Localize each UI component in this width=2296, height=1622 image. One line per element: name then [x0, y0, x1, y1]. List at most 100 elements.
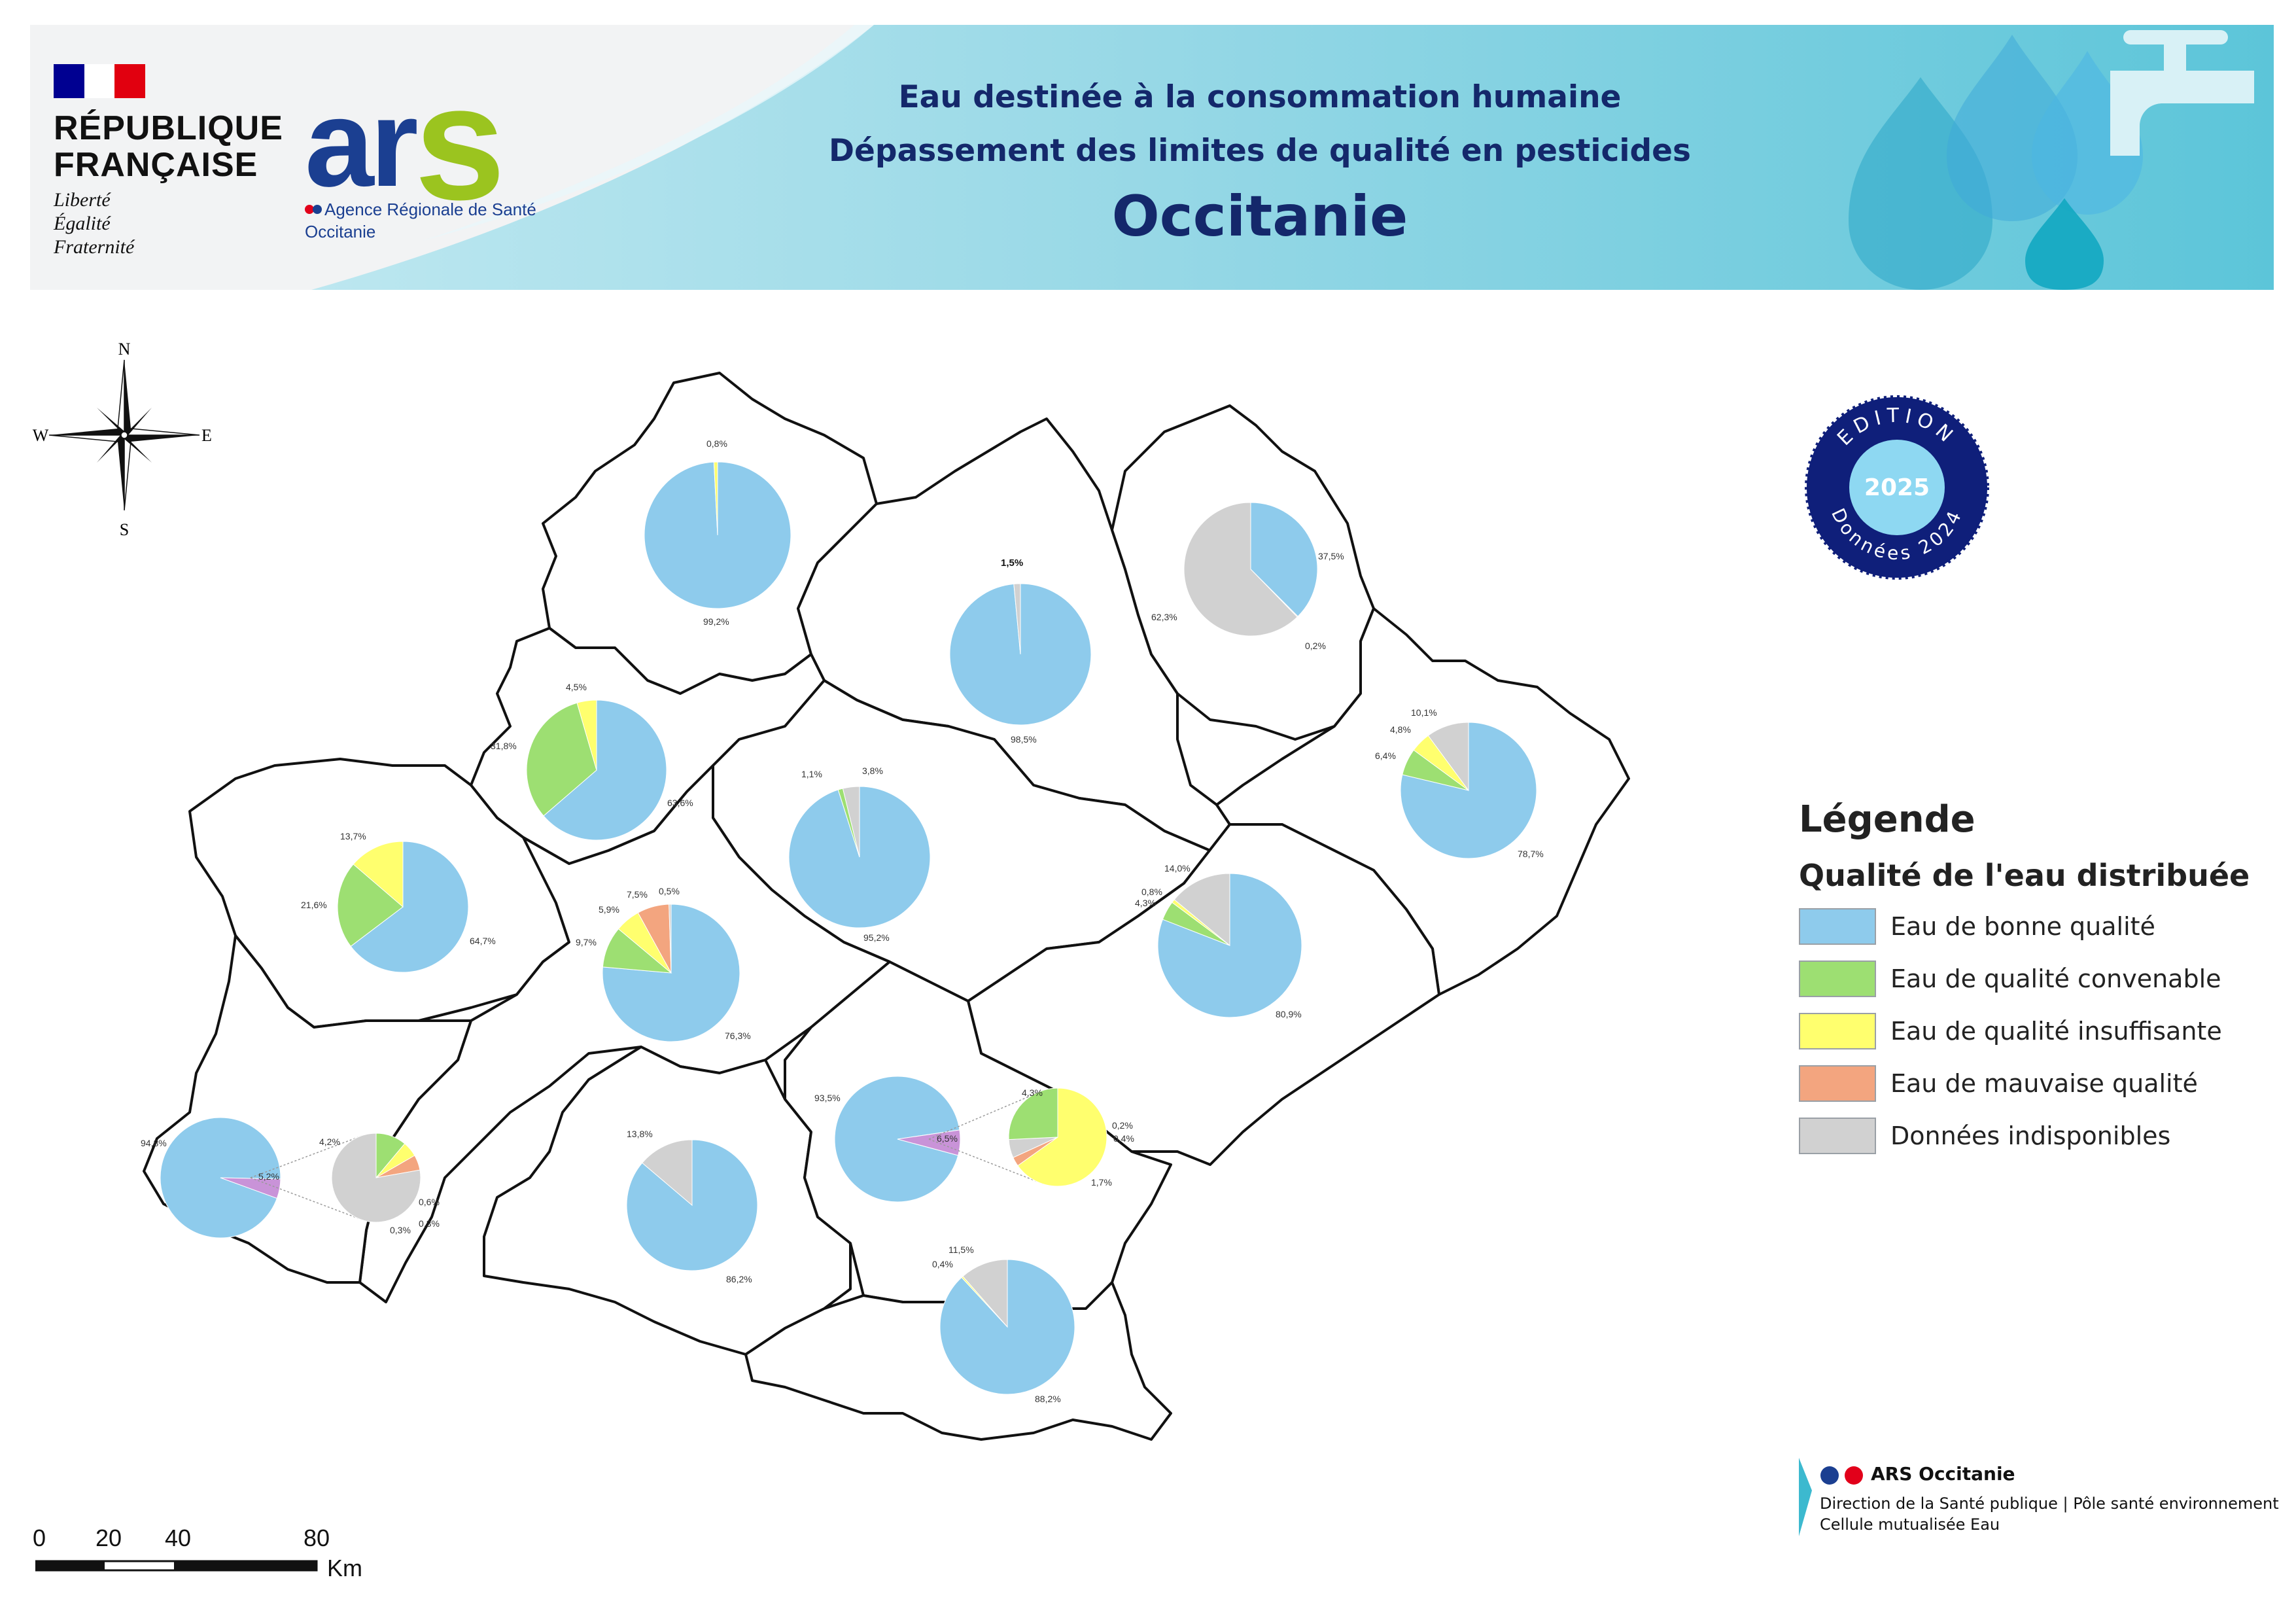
ars-word-s: s	[414, 51, 506, 234]
label-aude-detail-mauvaise: 0,2%	[1112, 1120, 1133, 1131]
pie-gers-slice-insuffisante	[353, 841, 404, 908]
legend-label-indisponible: Données indisponibles	[1890, 1121, 2171, 1150]
label-hg-mauvaise: 7,5%	[627, 889, 648, 900]
legend-swatch-convenable	[1799, 961, 1876, 997]
water-drops-tap-icon	[1849, 30, 2254, 290]
label-lot-good: 99,2%	[703, 616, 729, 627]
label-hp-detail-indisponible: 4,2%	[319, 1137, 340, 1147]
legend-subtitle: Qualité de l'eau distribuée	[1799, 858, 2250, 893]
pie-pyrenees-orientales-slice-indisponible	[962, 1259, 1008, 1328]
legend-swatch-indisponible	[1799, 1118, 1876, 1154]
french-flag-icon	[54, 64, 146, 98]
legend-label-insuffisante: Eau de qualité insuffisante	[1890, 1017, 2222, 1046]
label-hg-convenable: 9,7%	[576, 937, 597, 947]
label-po-good: 88,2%	[1035, 1394, 1061, 1404]
scale-tick-20: 20	[95, 1525, 122, 1551]
label-herault-insuffisante: 0,8%	[1141, 887, 1162, 897]
legend-label-convenable: Eau de qualité convenable	[1890, 964, 2221, 993]
compass-n: N	[118, 340, 131, 359]
pie-tarn-et-garonne-slice-insuffisante	[576, 699, 597, 771]
compass-w: W	[33, 426, 49, 445]
pie-tarn-slice-good	[788, 786, 931, 928]
department-aude	[784, 961, 1172, 1310]
scale-tick-40: 40	[164, 1525, 192, 1551]
pie-tarn-et-garonne-slice-good	[543, 699, 667, 841]
edition-badge: EDITION 2025 Données 2024	[1805, 395, 1989, 580]
label-herault-good: 80,9%	[1276, 1009, 1302, 1019]
ars-region: Occitanie	[305, 222, 376, 241]
compass-e: E	[201, 426, 212, 445]
rf-name-line2: FRANÇAISE	[54, 146, 258, 184]
label-aude-other: 6,5%	[937, 1133, 958, 1144]
label-herault-indisponible: 14,0%	[1164, 863, 1191, 873]
label-hg-good: 76,3%	[725, 1031, 751, 1041]
label-gard-convenable: 6,4%	[1375, 750, 1396, 761]
title-block: Eau destinée à la consommation humaine D…	[782, 71, 1737, 253]
footer-accent-bar	[1799, 1458, 1812, 1536]
pie-tarn-et-garonne-slice-convenable	[526, 702, 597, 817]
legend-item-insuffisante: Eau de qualité insuffisante	[1799, 1012, 2270, 1050]
department-pie-charts	[160, 461, 1537, 1395]
label-lozere-indisponible: 62,3%	[1151, 612, 1177, 622]
label-lot-insuffisante: 0,8%	[706, 438, 727, 449]
pie-haute-garonne-slice-indisponible	[669, 904, 672, 974]
pie-hautes-pyrenees-connector-top	[250, 1135, 363, 1178]
label-po-indisponible: 11,5%	[948, 1244, 974, 1255]
legend-swatch-insuffisante	[1799, 1013, 1876, 1049]
pie-ariege-slice-indisponible	[642, 1139, 693, 1207]
pie-pyrenees-orientales-slice-good	[939, 1259, 1075, 1395]
pie-lozere-slice-good	[1250, 502, 1318, 617]
compass-rose: N S E W	[33, 340, 212, 537]
ars-dots-icon	[305, 205, 322, 214]
legend-label-bonne: Eau de bonne qualité	[1890, 912, 2155, 941]
pie-gers-slice-good	[350, 841, 469, 973]
pie-gard-slice-good	[1400, 722, 1537, 859]
pie-haute-garonne-slice-good	[602, 904, 740, 1042]
label-gers-convenable: 21,6%	[301, 900, 327, 910]
pie-aude-detail-slice-insuffisante	[1017, 1087, 1107, 1187]
pie-gers-slice-convenable	[337, 864, 404, 947]
label-herault-convenable: 4,3%	[1135, 898, 1156, 908]
ars-word-ar: ar	[305, 74, 419, 213]
pie-hautes-pyrenees-detail-slice-indisponible	[331, 1133, 421, 1223]
label-aude-detail-indisponible: 0,4%	[1113, 1133, 1134, 1144]
footer-line2: Cellule mutualisée Eau	[1820, 1515, 2000, 1534]
label-hp-detail-convenable: 0,6%	[419, 1197, 440, 1207]
compass-s: S	[120, 520, 129, 537]
pie-lozere-slice-indisponible	[1183, 502, 1298, 637]
label-tarn-convenable: 1,1%	[801, 769, 822, 779]
ars-logo: ars Agence Régionale de Santé Occitanie	[305, 61, 606, 283]
pie-hautes-pyrenees-connector-bottom	[250, 1177, 363, 1221]
rf-motto-2: Égalité	[54, 213, 111, 234]
rf-name-line1: RÉPUBLIQUE	[54, 109, 283, 147]
label-gard-indisponible: 10,1%	[1411, 707, 1437, 718]
label-hp-good: 94,8%	[141, 1138, 167, 1148]
rf-motto-3: Fraternité	[54, 236, 135, 258]
footer-line1: Direction de la Santé publique | Pôle sa…	[1820, 1494, 2279, 1513]
label-gard-insuffisante: 4,8%	[1390, 724, 1411, 735]
legend-item-indisponible: Données indisponibles	[1799, 1117, 2270, 1155]
footer-credits: ARS Occitanie Direction de la Santé publ…	[1799, 1458, 2283, 1536]
label-aude-detail-convenable: 1,7%	[1091, 1177, 1112, 1188]
legend-item-bonne: Eau de bonne qualité	[1799, 908, 2270, 945]
label-tetg-good: 63,6%	[667, 798, 693, 808]
legend-label-mauvaise: Eau de mauvaise qualité	[1890, 1069, 2198, 1098]
label-gers-good: 64,7%	[470, 936, 496, 946]
ars-wordmark: ars	[305, 61, 506, 224]
label-tarn-indisponible: 3,8%	[862, 766, 883, 776]
pie-tarn-slice-indisponible	[842, 786, 860, 858]
legend-item-convenable: Eau de qualité convenable	[1799, 960, 2270, 998]
title-line1: Eau destinée à la consommation humaine	[898, 79, 1622, 115]
pie-aude-slice-good	[834, 1076, 960, 1203]
scale-bar: 0 20 40 80 Km	[26, 1525, 392, 1596]
scale-tick-0: 0	[32, 1525, 46, 1551]
rf-motto: Liberté Égalité Fraternité	[54, 188, 134, 259]
pie-aude-connector-bottom	[928, 1138, 1043, 1184]
pie-lot-slice-insuffisante	[713, 461, 718, 536]
label-hp-detail-insuffisante: 0,3%	[419, 1218, 440, 1229]
pie-aude-detail-slice-convenable	[1008, 1087, 1058, 1140]
pie-herault-slice-indisponible	[1174, 873, 1230, 947]
label-ariege-good: 86,2%	[726, 1274, 752, 1284]
label-po-insuffisante: 0,4%	[932, 1259, 953, 1269]
label-tarn-good: 95,2%	[863, 932, 890, 943]
